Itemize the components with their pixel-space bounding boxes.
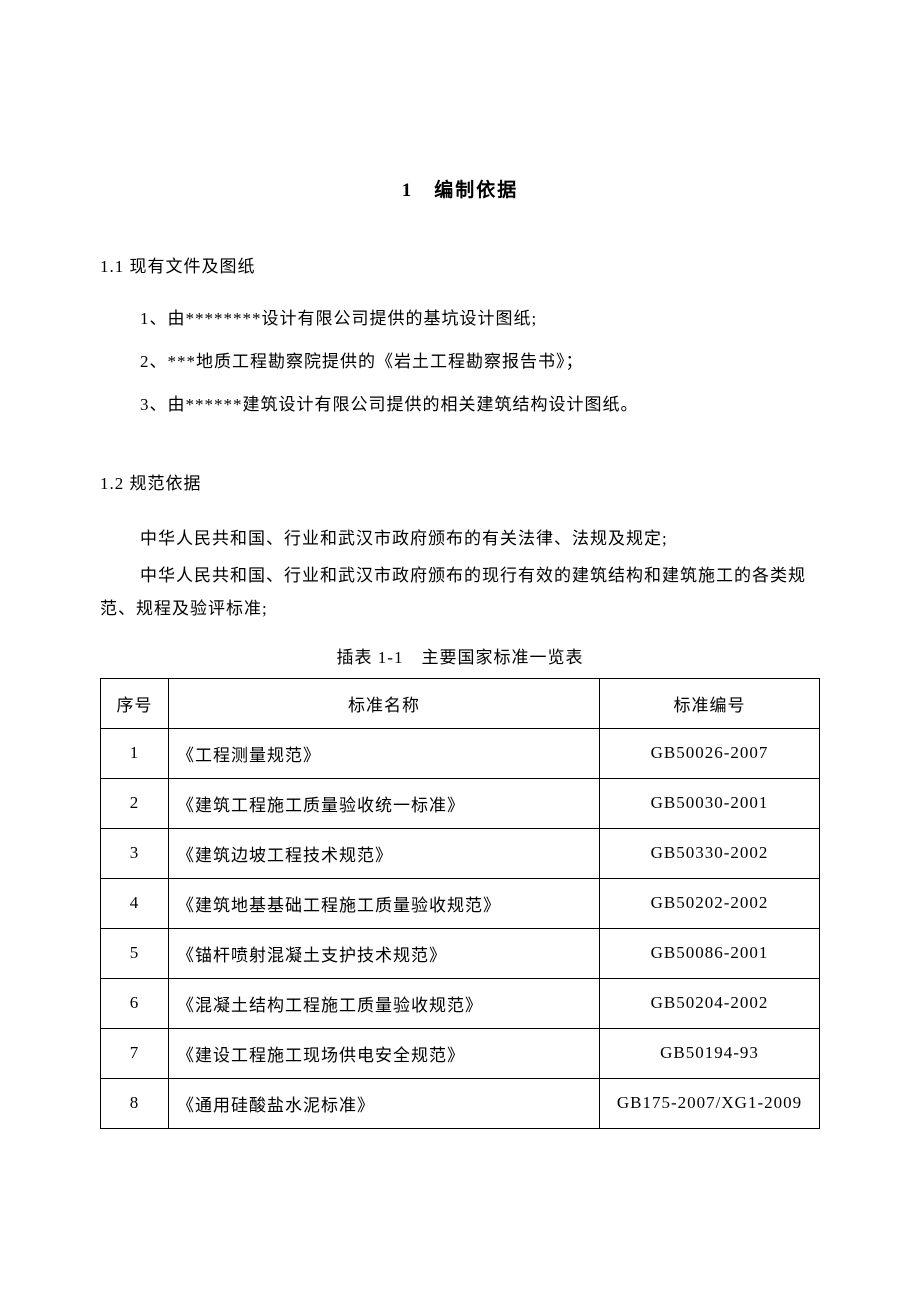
table-row: 3 《建筑边坡工程技术规范》 GB50330-2002 <box>101 828 820 878</box>
cell-name: 《通用硅酸盐水泥标准》 <box>169 1078 600 1128</box>
list-item: 3、由******建筑设计有限公司提供的相关建筑结构设计图纸。 <box>140 391 820 418</box>
table-row: 6 《混凝土结构工程施工质量验收规范》 GB50204-2002 <box>101 978 820 1028</box>
cell-num: 2 <box>101 778 169 828</box>
cell-code: GB50026-2007 <box>600 728 820 778</box>
table-header-name: 标准名称 <box>169 678 600 728</box>
cell-num: 3 <box>101 828 169 878</box>
cell-name: 《建设工程施工现场供电安全规范》 <box>169 1028 600 1078</box>
table-row: 5 《锚杆喷射混凝土支护技术规范》 GB50086-2001 <box>101 928 820 978</box>
list-item: 1、由********设计有限公司提供的基坑设计图纸; <box>140 305 820 332</box>
cell-name: 《混凝土结构工程施工质量验收规范》 <box>169 978 600 1028</box>
cell-num: 5 <box>101 928 169 978</box>
cell-name: 《建筑工程施工质量验收统一标准》 <box>169 778 600 828</box>
cell-code: GB50202-2002 <box>600 878 820 928</box>
cell-code: GB50194-93 <box>600 1028 820 1078</box>
table-row: 8 《通用硅酸盐水泥标准》 GB175-2007/XG1-2009 <box>101 1078 820 1128</box>
list-item: 2、***地质工程勘察院提供的《岩土工程勘察报告书》； <box>140 348 820 375</box>
cell-num: 7 <box>101 1028 169 1078</box>
table-row: 4 《建筑地基基础工程施工质量验收规范》 GB50202-2002 <box>101 878 820 928</box>
cell-name: 《建筑地基基础工程施工质量验收规范》 <box>169 878 600 928</box>
cell-code: GB50030-2001 <box>600 778 820 828</box>
cell-code: GB175-2007/XG1-2009 <box>600 1078 820 1128</box>
section-1-2-heading: 1.2 规范依据 <box>100 469 820 494</box>
cell-num: 1 <box>101 728 169 778</box>
cell-name: 《建筑边坡工程技术规范》 <box>169 828 600 878</box>
standards-table: 序号 标准名称 标准编号 1 《工程测量规范》 GB50026-2007 2 《… <box>100 678 820 1129</box>
cell-code: GB50330-2002 <box>600 828 820 878</box>
paragraph: 中华人民共和国、行业和武汉市政府颁布的现行有效的建筑结构和建筑施工的各类规范、规… <box>100 559 820 625</box>
table-header-num: 序号 <box>101 678 169 728</box>
table-row: 2 《建筑工程施工质量验收统一标准》 GB50030-2001 <box>101 778 820 828</box>
section-1-1-heading: 1.1 现有文件及图纸 <box>100 252 820 277</box>
cell-code: GB50086-2001 <box>600 928 820 978</box>
paragraph: 中华人民共和国、行业和武汉市政府颁布的有关法律、法规及规定; <box>140 522 820 555</box>
table-row: 7 《建设工程施工现场供电安全规范》 GB50194-93 <box>101 1028 820 1078</box>
table-header-row: 序号 标准名称 标准编号 <box>101 678 820 728</box>
cell-code: GB50204-2002 <box>600 978 820 1028</box>
table-header-code: 标准编号 <box>600 678 820 728</box>
cell-num: 8 <box>101 1078 169 1128</box>
table-row: 1 《工程测量规范》 GB50026-2007 <box>101 728 820 778</box>
page-title: 1 编制依据 <box>100 175 820 202</box>
table-caption: 插表 1-1 主要国家标准一览表 <box>100 643 820 668</box>
cell-num: 6 <box>101 978 169 1028</box>
cell-num: 4 <box>101 878 169 928</box>
cell-name: 《锚杆喷射混凝土支护技术规范》 <box>169 928 600 978</box>
cell-name: 《工程测量规范》 <box>169 728 600 778</box>
